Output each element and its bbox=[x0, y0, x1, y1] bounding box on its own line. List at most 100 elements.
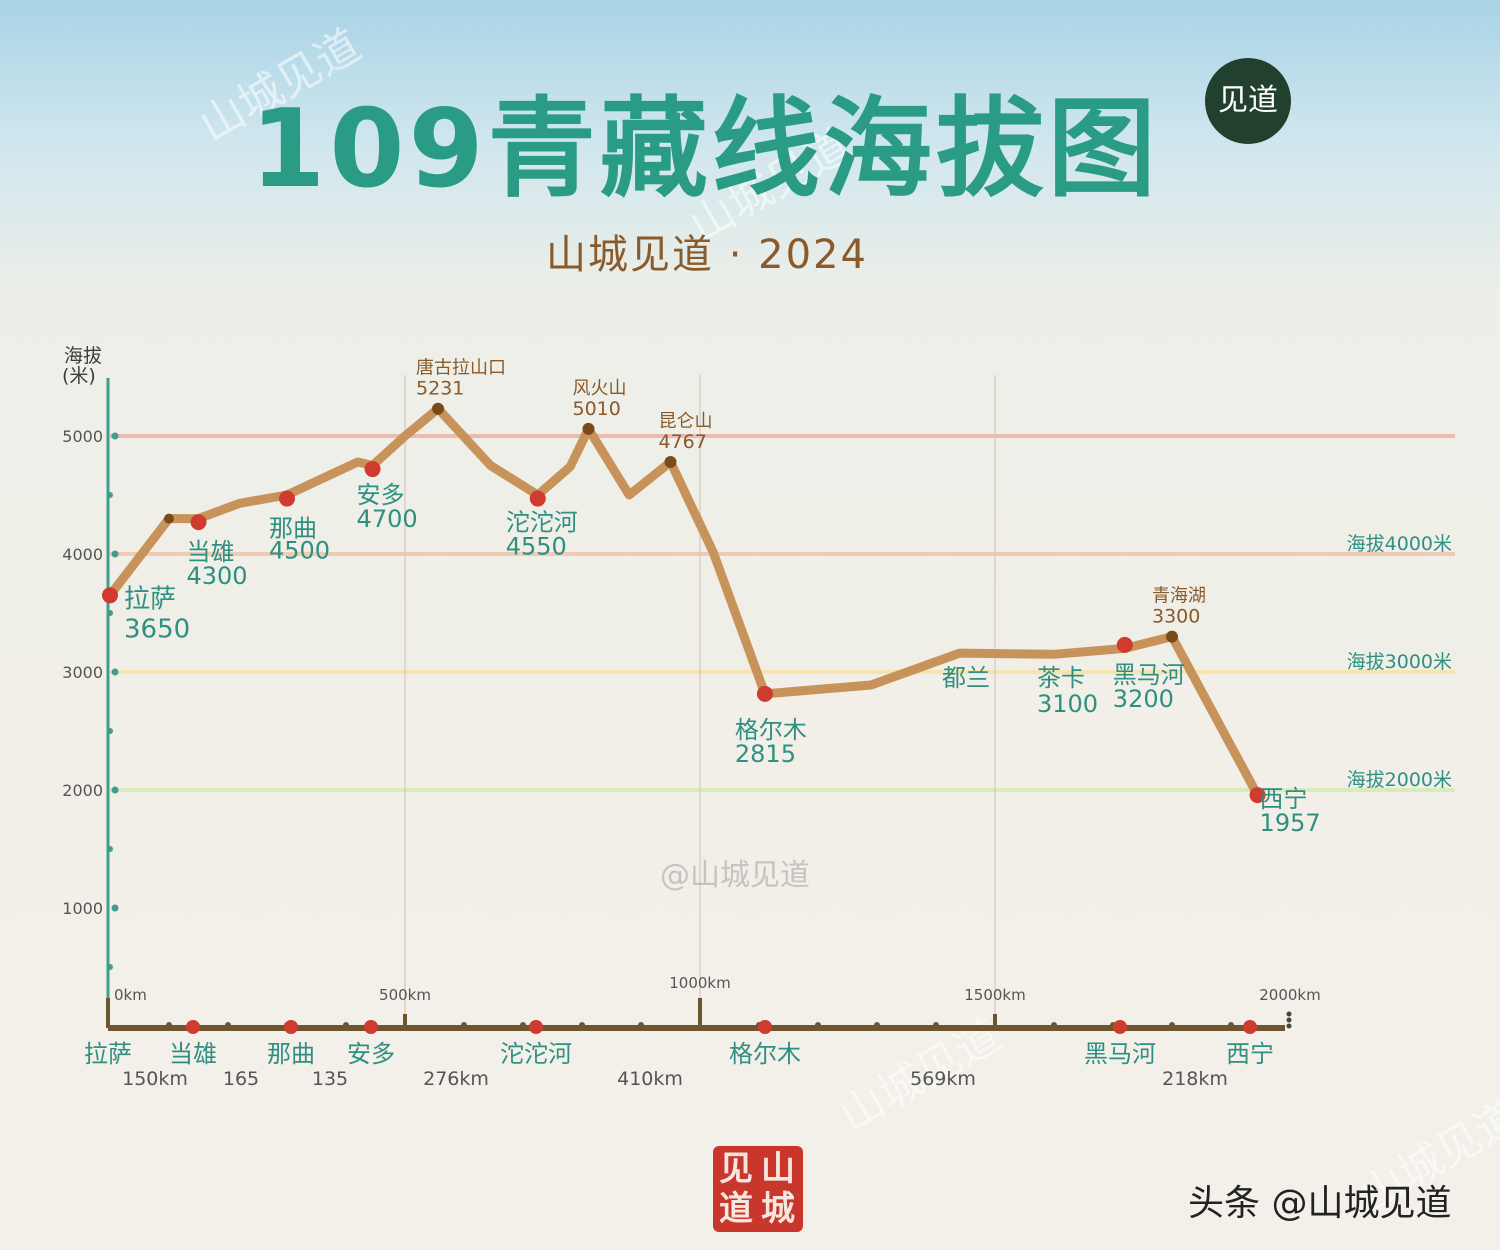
x-minor-tick bbox=[166, 1022, 172, 1028]
pass-elevation-label: 4767 bbox=[659, 431, 707, 453]
station-name-label: 格尔木 bbox=[735, 716, 807, 744]
x-minor-tick bbox=[225, 1022, 231, 1028]
y-tick-dot bbox=[111, 432, 119, 440]
y-minor-tick-dot bbox=[107, 492, 113, 498]
seal-char: 城 bbox=[761, 1189, 795, 1229]
x-minor-tick bbox=[874, 1022, 880, 1028]
pass-name-label: 昆仑山 bbox=[659, 411, 713, 432]
pass-marker bbox=[1166, 630, 1178, 643]
center-watermark: @山城见道 bbox=[660, 858, 810, 893]
town-elevation-label: 3100 bbox=[1037, 690, 1098, 718]
station-name-label: 西宁 bbox=[1260, 785, 1308, 813]
x-minor-tick bbox=[933, 1022, 939, 1028]
segment-distance-label: 218km bbox=[1162, 1068, 1228, 1090]
station-elevation-label: 4300 bbox=[187, 562, 248, 590]
y-tick-dot bbox=[111, 668, 119, 676]
axis-ellipsis-dot bbox=[1286, 1017, 1292, 1023]
segment-distance-label: 410km bbox=[617, 1068, 683, 1090]
seal-char: 道 bbox=[719, 1189, 753, 1229]
axis-station-marker bbox=[284, 1020, 298, 1034]
segment-distance-label: 150km bbox=[122, 1068, 188, 1090]
y-minor-tick-dot bbox=[107, 610, 113, 616]
y-tick-label: 5000 bbox=[62, 427, 103, 446]
pass-name-label: 风火山 bbox=[572, 378, 626, 399]
station-marker bbox=[102, 587, 118, 604]
station-name-label: 拉萨 bbox=[124, 584, 176, 614]
x-tick-label: 1000km bbox=[669, 974, 730, 992]
station-marker bbox=[190, 514, 207, 531]
x-minor-tick bbox=[461, 1022, 467, 1028]
x-tick-label: 2000km bbox=[1259, 986, 1320, 1004]
x-tick-label: 1500km bbox=[964, 986, 1025, 1004]
y-tick-label: 2000 bbox=[62, 781, 103, 800]
station-marker bbox=[756, 685, 773, 702]
station-name-label: 沱沱河 bbox=[506, 509, 578, 537]
segment-distance-label: 276km bbox=[423, 1068, 489, 1090]
axis-station-label: 格尔木 bbox=[729, 1040, 801, 1068]
station-name-label: 那曲 bbox=[269, 515, 317, 543]
author-badge: 见道 bbox=[1205, 58, 1291, 144]
station-marker bbox=[364, 461, 381, 478]
pass-elevation-label: 3300 bbox=[1152, 606, 1200, 628]
pass-elevation-label: 5231 bbox=[416, 378, 464, 400]
x-minor-tick bbox=[520, 1022, 526, 1028]
x-tick-label: 500km bbox=[379, 986, 431, 1004]
axis-station-label: 那曲 bbox=[267, 1040, 315, 1068]
x-minor-tick bbox=[1228, 1022, 1234, 1028]
pass-elevation-label: 5010 bbox=[572, 398, 620, 420]
axis-station-label: 当雄 bbox=[169, 1040, 217, 1068]
station-elevation-label: 1957 bbox=[1260, 809, 1321, 837]
segment-distance-label: 135 bbox=[312, 1068, 348, 1090]
x-tick-label: 0km bbox=[114, 986, 147, 1004]
axis-station-label: 西宁 bbox=[1226, 1040, 1274, 1068]
x-minor-tick bbox=[1051, 1022, 1057, 1028]
seal-char: 见 bbox=[719, 1149, 753, 1189]
axis-station-marker bbox=[1113, 1020, 1127, 1034]
axis-station-marker bbox=[529, 1020, 543, 1034]
station-name-label: 黑马河 bbox=[1113, 661, 1185, 689]
reference-line-label: 海拔3000米 bbox=[1347, 651, 1452, 673]
station-marker bbox=[279, 490, 295, 507]
station-name-label: 安多 bbox=[357, 481, 405, 509]
x-minor-tick bbox=[343, 1022, 349, 1028]
y-tick-dot bbox=[111, 550, 119, 558]
y-minor-tick-dot bbox=[107, 964, 113, 970]
chart-subtitle: 山城见道 · 2024 bbox=[546, 232, 868, 278]
station-elevation-label: 2815 bbox=[735, 740, 796, 768]
station-elevation-label: 3650 bbox=[124, 614, 190, 644]
station-name-label: 当雄 bbox=[187, 538, 235, 566]
segment-distance-label: 569km bbox=[910, 1068, 976, 1090]
pass-name-label: 唐古拉山口 bbox=[416, 358, 506, 379]
axis-station-label: 黑马河 bbox=[1084, 1040, 1156, 1068]
x-minor-tick bbox=[1169, 1022, 1175, 1028]
x-minor-tick bbox=[579, 1022, 585, 1028]
axis-station-label: 沱沱河 bbox=[500, 1040, 572, 1068]
y-tick-dot bbox=[111, 904, 119, 912]
reference-line-label: 海拔2000米 bbox=[1347, 769, 1452, 791]
axis-station-label: 安多 bbox=[347, 1040, 395, 1068]
y-tick-label: 3000 bbox=[62, 663, 103, 682]
elevation-line bbox=[105, 404, 1263, 800]
x-minor-tick bbox=[638, 1022, 644, 1028]
axis-station-label: 拉萨 bbox=[84, 1040, 132, 1068]
station-elevation-label: 4550 bbox=[506, 533, 567, 561]
footer-credit: 头条 @山城见道 bbox=[1188, 1183, 1452, 1224]
station-marker bbox=[1249, 787, 1266, 804]
station-elevation-label: 4500 bbox=[269, 537, 330, 565]
station-marker bbox=[1116, 636, 1133, 653]
y-tick-dot bbox=[111, 786, 119, 794]
seal-char: 山 bbox=[761, 1149, 795, 1189]
reference-line-label: 海拔4000米 bbox=[1347, 533, 1452, 555]
y-axis-label: (米) bbox=[62, 365, 96, 387]
town-name-label: 茶卡 bbox=[1037, 664, 1085, 692]
profile-vertex bbox=[164, 513, 174, 524]
y-minor-tick-dot bbox=[107, 728, 113, 734]
y-minor-tick-dot bbox=[107, 846, 113, 852]
axis-station-marker bbox=[186, 1020, 200, 1034]
y-tick-label: 4000 bbox=[62, 545, 103, 564]
seal-stamp: 见 山 道 城 bbox=[713, 1146, 803, 1232]
town-name-label: 都兰 bbox=[942, 664, 990, 692]
axis-station-marker bbox=[1243, 1020, 1257, 1034]
axis-ellipsis-dot bbox=[1286, 1023, 1292, 1029]
